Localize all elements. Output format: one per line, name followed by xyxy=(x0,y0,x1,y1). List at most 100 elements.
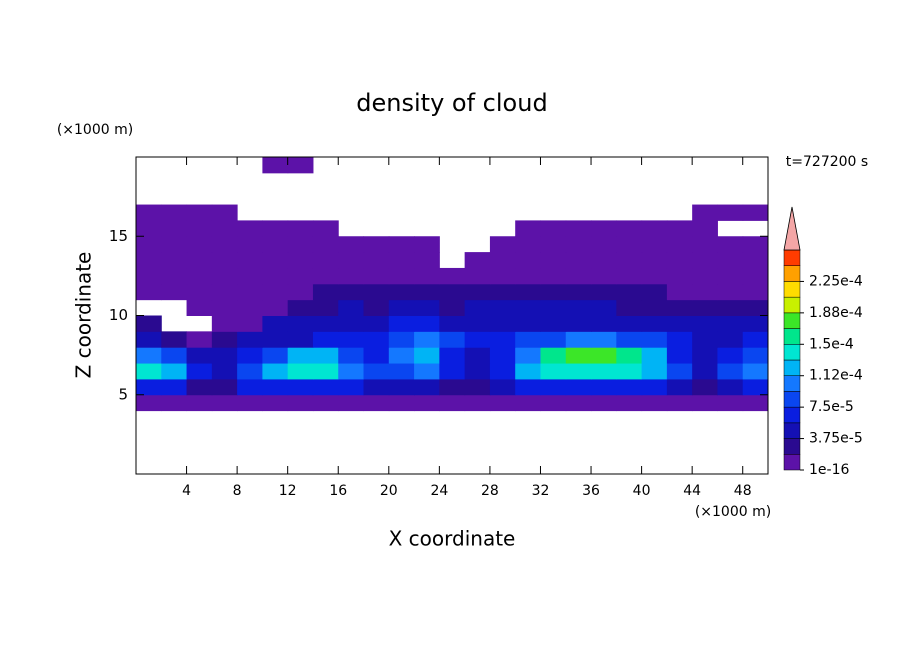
cell xyxy=(363,315,390,332)
cell xyxy=(540,220,567,237)
cell xyxy=(565,394,592,412)
cell xyxy=(591,331,617,348)
cell xyxy=(717,236,744,253)
cell xyxy=(717,299,744,316)
cell xyxy=(616,378,643,396)
cell xyxy=(262,347,289,364)
cell xyxy=(388,299,415,316)
cell xyxy=(136,283,162,301)
cell xyxy=(262,252,289,269)
cell xyxy=(237,283,263,301)
cell xyxy=(540,252,567,269)
cell xyxy=(641,299,668,316)
cell xyxy=(211,252,238,269)
chart-title: density of cloud xyxy=(356,89,547,117)
cell xyxy=(388,252,415,269)
cell xyxy=(591,267,617,285)
y-unit: (×1000 m) xyxy=(57,122,133,138)
cell xyxy=(388,394,415,412)
colorbar-band xyxy=(783,375,801,392)
x-tick-label: 32 xyxy=(532,483,550,499)
cell xyxy=(211,299,238,316)
cell xyxy=(515,378,541,396)
cell xyxy=(161,236,188,253)
cell xyxy=(692,394,718,412)
cell xyxy=(237,267,263,285)
cell xyxy=(161,347,188,364)
cell xyxy=(616,220,643,237)
cell xyxy=(692,220,718,237)
colorbar-band xyxy=(783,454,801,471)
cell xyxy=(287,267,314,285)
cell xyxy=(414,283,440,301)
cell xyxy=(692,331,718,348)
colorbar-tick-label: 7.5e-5 xyxy=(809,399,854,415)
cell xyxy=(565,363,592,380)
cell xyxy=(439,315,466,332)
time-label: t=727200 s xyxy=(786,154,868,170)
cell xyxy=(666,220,693,237)
cell xyxy=(439,331,466,348)
cell xyxy=(312,267,339,285)
colorbar-tick-label: 1e-16 xyxy=(809,462,849,478)
cell xyxy=(136,378,162,396)
cell xyxy=(312,394,339,412)
cell xyxy=(136,331,162,348)
cell xyxy=(136,394,162,412)
cell xyxy=(186,363,213,380)
cell xyxy=(388,236,415,253)
cell xyxy=(641,220,668,237)
cell xyxy=(287,283,314,301)
x-tick-label: 4 xyxy=(182,483,191,499)
cell xyxy=(515,299,541,316)
cell xyxy=(237,315,263,332)
cell xyxy=(388,378,415,396)
cell xyxy=(616,267,643,285)
cell xyxy=(414,347,440,364)
cell xyxy=(161,252,188,269)
cell xyxy=(211,378,238,396)
cell xyxy=(641,394,668,412)
cell xyxy=(186,252,213,269)
y-axis-title: Z coordinate xyxy=(72,252,96,379)
x-tick-label: 48 xyxy=(734,483,752,499)
cell xyxy=(666,363,693,380)
cell xyxy=(414,267,440,285)
cell xyxy=(136,363,162,380)
cell xyxy=(666,283,693,301)
cell xyxy=(641,363,668,380)
colorbar-tick-label: 2.25e-4 xyxy=(809,273,863,289)
cell xyxy=(414,363,440,380)
cell xyxy=(287,220,314,237)
cell xyxy=(186,204,213,221)
cell xyxy=(439,283,466,301)
cell xyxy=(363,267,390,285)
cell xyxy=(565,236,592,253)
cell xyxy=(641,331,668,348)
cell xyxy=(312,363,339,380)
cell xyxy=(616,283,643,301)
cell xyxy=(287,378,314,396)
cell xyxy=(565,283,592,301)
cell xyxy=(641,236,668,253)
cell xyxy=(641,252,668,269)
cell xyxy=(742,299,769,316)
colorbar-extension xyxy=(783,206,801,251)
cell xyxy=(287,236,314,253)
cell xyxy=(211,220,238,237)
cell xyxy=(515,236,541,253)
cell xyxy=(464,347,491,364)
cell xyxy=(363,252,390,269)
cell xyxy=(464,283,491,301)
cell xyxy=(388,315,415,332)
cell xyxy=(312,315,339,332)
cell xyxy=(641,347,668,364)
cell xyxy=(666,236,693,253)
cell xyxy=(692,267,718,285)
cell xyxy=(439,347,466,364)
cell xyxy=(742,236,769,253)
cell xyxy=(742,331,769,348)
cell xyxy=(540,331,567,348)
cell xyxy=(489,363,516,380)
colorbar-band xyxy=(783,328,801,345)
